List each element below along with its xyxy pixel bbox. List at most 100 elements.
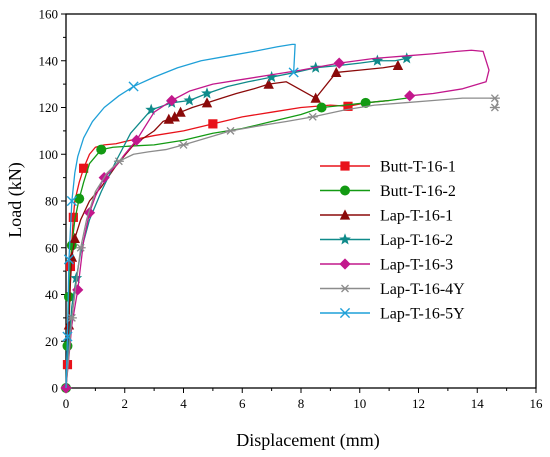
y-tick-label: 100 [39,147,59,162]
legend-label: Lap-T-16-1 [380,208,453,225]
x-tick-label: 2 [122,396,129,411]
data-point-lap-t-16-4y [178,140,189,149]
x-tick-labels: 0 2 4 6 8 10 12 14 16 [63,396,543,411]
data-point-lap-t-16-3 [130,134,143,146]
legend-item-butt-t-16-1: Butt-T-16-1 [320,159,456,176]
series-line-lap-t-16-1 [65,64,399,389]
legend-item-butt-t-16-2: Butt-T-16-2 [320,183,456,200]
asterisk-stroke [308,112,317,121]
series-line-lap-t-16-3 [65,49,490,389]
legend-item-lap-t-16-4y: Lap-T-16-4Y [320,281,465,298]
data-point-butt-t-16-2 [74,193,85,204]
data-point-lap-t-16-5y [288,67,299,78]
legend-item-lap-t-16-5y: Lap-T-16-5Y [320,306,465,323]
data-point-lap-t-16-1 [392,59,404,71]
series-layer [60,43,500,394]
data-point-lap-t-16-2 [70,271,83,284]
asterisk-stroke [67,313,76,322]
legend-label: Lap-T-16-3 [380,257,453,274]
series-lap-t-16-3 [60,49,490,394]
data-point-lap-t-16-4y [66,313,77,322]
y-tick-labels: 0 20 40 60 80 100 120 140 160 [39,7,59,396]
y-tick-label: 0 [52,381,59,396]
data-point-lap-t-16-1 [175,106,186,117]
data-point-lap-t-16-1 [69,232,81,243]
legend-label: Butt-T-16-2 [380,183,456,200]
y-tick-label: 40 [45,287,58,302]
y-tick-label: 80 [45,194,58,209]
x-tick-label: 4 [180,396,187,411]
legend: Butt-T-16-1 Butt-T-16-2 Lap-T-16-1 Lap-T-16… [320,159,465,323]
y-tick-label: 20 [45,334,58,349]
legend-item-lap-t-16-1: Lap-T-16-1 [320,208,453,225]
data-point-butt-t-16-1 [68,212,78,222]
cross-stroke [66,195,77,207]
data-point-butt-t-16-2 [360,97,371,108]
series-butt-t-16-2 [61,97,407,393]
y-tick-label: 60 [45,240,58,255]
cross-stroke [339,307,351,319]
series-line-lap-t-16-4y [65,97,499,389]
data-point-lap-t-16-3 [333,57,345,69]
legend-item-lap-t-16-3: Lap-T-16-3 [320,257,453,274]
y-tick-label: 120 [39,100,59,115]
data-point-lap-t-16-4y [75,243,86,252]
data-point-lap-t-16-4y [489,94,500,103]
data-point-lap-t-16-4y [225,126,236,135]
data-point-lap-t-16-5y [62,331,73,342]
data-point-lap-t-16-3 [72,284,84,296]
x-tick-label: 10 [353,396,366,411]
series-lap-t-16-4y [65,94,500,389]
asterisk-stroke [179,140,188,149]
data-point-butt-t-16-1 [343,101,353,111]
x-tick-label: 6 [239,396,246,411]
data-point-butt-t-16-2 [96,144,107,155]
y-axis-title: Load (kN) [5,162,26,237]
x-tick-label: 0 [63,396,70,411]
axis-ticks [61,13,537,393]
y-tick-label: 140 [39,53,59,68]
series-line-butt-t-16-1 [65,99,390,389]
data-point-lap-t-16-2 [400,52,413,64]
data-point-lap-t-16-5y [63,254,75,265]
x-tick-label: 12 [412,396,425,411]
data-point-lap-t-16-4y [489,103,500,112]
data-point-lap-t-16-5y [128,81,139,92]
data-point-lap-t-16-2 [201,87,213,99]
cross-stroke [63,254,75,265]
cross-stroke [62,331,73,342]
legend-marker [340,185,350,196]
legend-label: Lap-T-16-4Y [380,281,465,298]
asterisk-stroke [341,284,349,293]
data-point-lap-t-16-1 [201,97,213,108]
data-point-lap-t-16-1 [310,92,321,103]
series-line-lap-t-16-5y [65,43,296,389]
data-point-lap-t-16-1 [331,66,342,78]
data-point-lap-t-16-3 [83,207,96,219]
legend-marker [339,258,351,270]
data-point-butt-t-16-2 [63,291,74,302]
data-point-butt-t-16-1 [79,163,89,173]
legend-item-lap-t-16-2: Lap-T-16-2 [320,232,453,249]
legend-label: Lap-T-16-5Y [380,306,465,323]
data-point-lap-t-16-1 [169,111,180,122]
data-point-lap-t-16-2 [371,54,384,66]
series-butt-t-16-1 [62,99,390,389]
x-axis-title: Displacement (mm) [236,430,379,451]
data-point-lap-t-16-3 [404,90,416,102]
x-tick-label: 8 [298,396,305,411]
asterisk-stroke [490,94,499,103]
x-tick-label: 16 [530,396,544,411]
data-point-lap-t-16-2 [145,103,158,115]
asterisk-stroke [114,157,123,166]
asterisk-stroke [490,103,499,112]
series-lap-t-16-1 [63,59,404,389]
data-point-lap-t-16-5y [66,195,77,207]
cross-stroke [288,67,299,78]
data-point-lap-t-16-4y [307,112,318,121]
asterisk-stroke [226,126,235,135]
data-point-butt-t-16-2 [316,102,327,113]
data-point-lap-t-16-1 [263,78,274,89]
data-point-lap-t-16-2 [265,70,278,83]
